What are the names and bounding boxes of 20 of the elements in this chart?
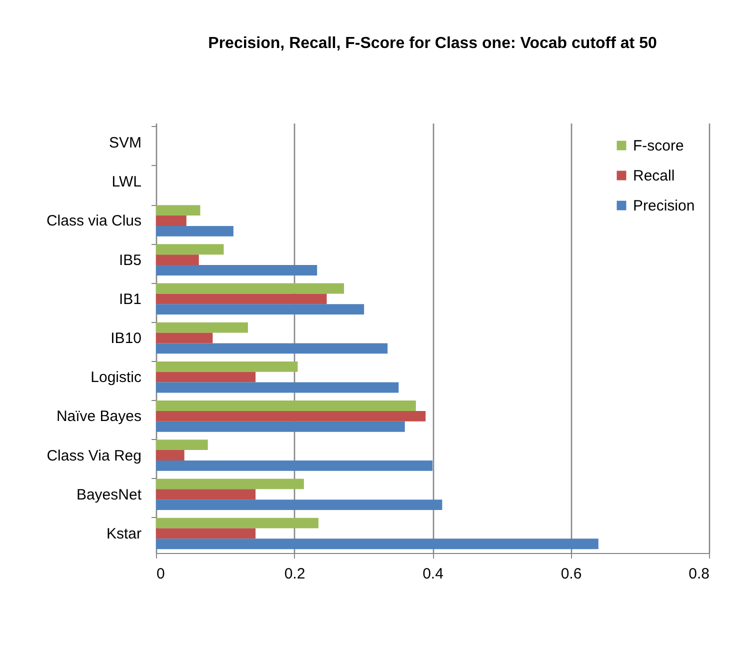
x-tick-label: 0.2 xyxy=(284,566,306,582)
y-tick-label: LWL xyxy=(112,174,142,191)
y-tick-label: IB5 xyxy=(118,252,142,269)
y-tick-label: Kstar xyxy=(106,525,142,542)
x-tick-label: 0.8 xyxy=(688,566,710,582)
x-tick-label: 0 xyxy=(156,566,165,582)
chart-title: Precision, Recall, F-Score for Class one: Vocab cutoff at 50 xyxy=(208,35,657,52)
y-tick-label: Class via Clus xyxy=(46,212,142,230)
y-tick-label: Logistic xyxy=(90,369,142,386)
y-tick-label: Naïve Bayes xyxy=(56,408,142,426)
legend-label: Recall xyxy=(633,168,675,184)
y-tick-label: Class Via Reg xyxy=(46,447,142,464)
x-tick-label: 0.4 xyxy=(422,566,444,582)
y-tick-label: IB10 xyxy=(110,330,142,347)
y-tick-label: SVM xyxy=(108,134,142,152)
y-tick-label: IB1 xyxy=(118,290,142,308)
legend-label: F-score xyxy=(633,138,684,154)
x-tick-label: 0.6 xyxy=(560,566,582,582)
y-tick-label: BayesNet xyxy=(76,486,142,504)
legend-label: Precision xyxy=(633,198,695,214)
